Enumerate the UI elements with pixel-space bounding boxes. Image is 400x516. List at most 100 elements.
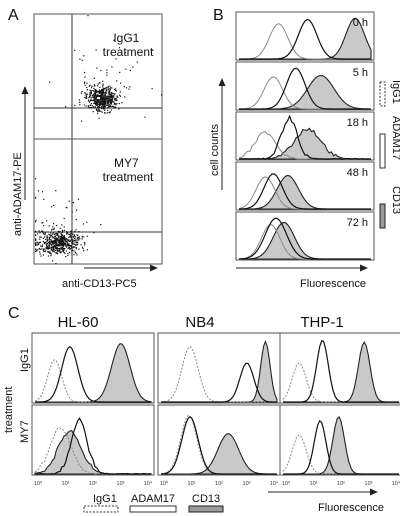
scatter-dot (104, 112, 106, 114)
panel-c-tick-label: 10⁴ (144, 480, 153, 487)
scatter-dot (75, 218, 77, 221)
scatter-dot (102, 89, 104, 91)
scatter-dot (111, 92, 113, 94)
scatter-dot (98, 100, 100, 102)
scatter-dot (75, 243, 77, 245)
scatter-dot (52, 249, 54, 251)
scatter-dot (55, 239, 57, 241)
scatter-dot (41, 230, 43, 232)
scatter-dot (75, 240, 77, 242)
scatter-dot (86, 93, 89, 95)
scatter-dot (107, 101, 109, 103)
scatter-dot (113, 93, 115, 95)
panel-c-col-title-nb4: NB4 (185, 314, 214, 331)
scatter-dot (66, 244, 68, 246)
scatter-dot (38, 243, 40, 246)
scatter-dot (93, 84, 95, 86)
scatter-dot (99, 95, 102, 97)
scatter-dot (105, 90, 107, 93)
scatter-dot (115, 99, 117, 102)
scatter-dot (61, 234, 64, 236)
scatter-dot (55, 249, 57, 251)
scatter-dot (101, 94, 103, 96)
scatter-dot (61, 245, 63, 247)
scatter-dot (100, 90, 103, 92)
scatter-dot (72, 243, 74, 245)
scatter-dot (45, 241, 47, 243)
scatter-dot (58, 241, 60, 243)
scatter-dot (52, 237, 54, 239)
scatter-dot (100, 98, 102, 100)
scatter-dot (82, 223, 84, 225)
scatter-dot (42, 254, 44, 256)
scatter-dot (108, 93, 110, 95)
scatter-dot (77, 239, 79, 241)
scatter-dot (109, 85, 111, 87)
scatter-dot (109, 91, 111, 93)
scatter-dot (59, 245, 61, 247)
scatter-dot (49, 81, 51, 83)
scatter-dot (52, 235, 54, 238)
scatter-dot (88, 101, 90, 103)
panel-b-x-arrowhead (360, 264, 368, 272)
scatter-dot (41, 191, 44, 193)
scatter-dot (64, 240, 66, 242)
panel-c-x-arrowhead (370, 488, 378, 496)
scatter-dot (72, 243, 74, 245)
scatter-dot (124, 52, 126, 54)
scatter-dot (106, 90, 108, 92)
scatter-dot (71, 241, 73, 243)
scatter-dot (50, 243, 52, 245)
scatter-dot (35, 196, 37, 199)
scatter-dot (99, 102, 101, 104)
scatter-dot (94, 89, 96, 91)
panel-c-histograms (31, 332, 400, 476)
legend-c-adam17-swatch (129, 505, 177, 513)
scatter-dot (104, 106, 106, 108)
scatter-dot (56, 234, 58, 236)
scatter-dot (92, 107, 94, 109)
scatter-dot (95, 108, 97, 110)
scatter-dot (50, 232, 52, 234)
scatter-dot (90, 90, 92, 92)
scatter-dot (38, 230, 40, 232)
scatter-dot (95, 89, 97, 91)
scatter-dot (75, 248, 77, 250)
scatter-dot (100, 110, 102, 112)
scatter-dot (65, 250, 67, 252)
scatter-dot (48, 243, 50, 246)
scatter-dot (67, 244, 70, 246)
scatter-dot (61, 236, 63, 239)
scatter-dot (110, 99, 112, 101)
scatter-dot (74, 104, 76, 107)
scatter-dot (49, 234, 51, 236)
scatter-dot (75, 238, 77, 240)
scatter-dot (151, 88, 153, 90)
scatter-dot (112, 105, 114, 108)
scatter-dot (129, 86, 131, 88)
scatter-dot (40, 245, 42, 247)
scatter-dot (104, 94, 106, 96)
scatter-dot (114, 102, 116, 105)
scatter-dot (44, 233, 46, 235)
scatter-dot (96, 90, 98, 92)
scatter-dot (50, 255, 52, 257)
scatter-dot (35, 231, 37, 233)
panel-c-tick-labels: 10⁰ 10¹ 10² 10³ 10⁴ 10⁰ 10¹ 10² 10³ 10⁴ 10⁰ 10¹ 10² 1… (34, 480, 400, 487)
scatter-dot (70, 238, 72, 240)
scatter-dot (46, 245, 48, 247)
scatter-dot (60, 232, 62, 234)
scatter-dot (54, 238, 57, 240)
scatter-dot (64, 243, 66, 245)
scatter-dot (52, 247, 54, 249)
scatter-dot (105, 97, 107, 100)
scatter-dot (56, 232, 58, 235)
scatter-dot (96, 109, 99, 111)
scatter-dot (52, 251, 54, 253)
scatter-dot (64, 239, 66, 241)
scatter-dot (45, 247, 47, 249)
legend-b-adam17-label: ADAM17 (390, 116, 400, 160)
panel-b-time-label: 0 h (353, 17, 368, 29)
panel-a-y-arrowhead (21, 86, 29, 94)
scatter-dot (107, 88, 109, 90)
